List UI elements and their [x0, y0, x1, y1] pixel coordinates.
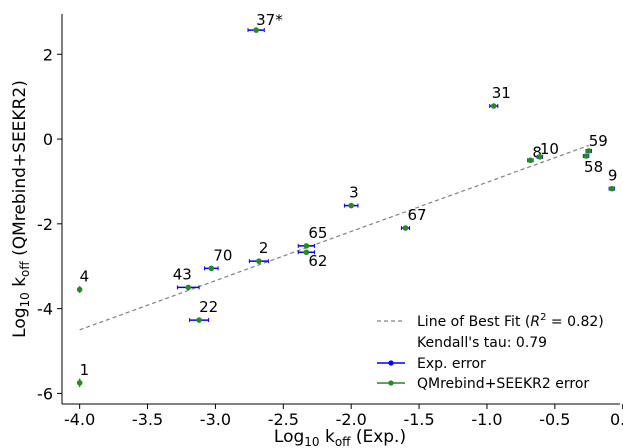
legend-fit-r: R	[530, 314, 540, 330]
x-tick-label: -3.5	[132, 410, 163, 429]
x-tick-label: -1.0	[471, 410, 502, 429]
data-point	[583, 153, 589, 159]
data-point	[527, 157, 534, 164]
point-label: 9	[608, 167, 618, 185]
y-axis-label-k: k	[10, 277, 30, 292]
y-axis-label-main: Log	[10, 307, 30, 337]
x-tick-label: -2.0	[336, 410, 367, 429]
point-label: 67	[407, 206, 426, 224]
point-label: 2	[259, 239, 269, 257]
x-axis-label-k: k	[320, 427, 335, 447]
point-label: 4	[80, 268, 90, 286]
legend-exp-label: Exp. error	[417, 356, 486, 372]
point-label: 65	[308, 224, 327, 242]
point-label: 8	[532, 143, 542, 161]
x-tick-label: -4.0	[64, 410, 95, 429]
point-label: 70	[213, 246, 232, 264]
y-tick-label: 2	[43, 45, 53, 64]
x-tick-label: -2.5	[268, 410, 299, 429]
data-point	[76, 286, 83, 293]
x-tick-label: -1.5	[403, 410, 434, 429]
legend-calc-marker	[388, 380, 394, 386]
x-tick-label: -0.5	[539, 410, 570, 429]
data-point	[208, 265, 215, 272]
x-tick-label: -3.0	[200, 410, 231, 429]
x-axis-label-sub: 10	[304, 435, 319, 448]
data-point	[253, 27, 259, 33]
data-point	[537, 154, 543, 160]
point-label: 1	[80, 361, 90, 379]
data-points: 1 4 22 43 70 2 65 62 3 67 37* 31 810 59 58 9	[76, 11, 618, 388]
y-axis-label-sub: 10	[18, 292, 32, 307]
point-label: 37*	[256, 11, 283, 29]
x-axis-label-tail: (Exp.)	[350, 427, 406, 447]
data-point	[303, 243, 310, 249]
y-axis-label: Log10 koff (QMrebind+SEEKR2)	[10, 80, 32, 338]
y-tick-label: -6	[37, 384, 53, 403]
point-label: 43	[173, 265, 192, 283]
y-tick-label: -4	[37, 300, 53, 319]
legend-tau-label: Kendall's tau: 0.79	[417, 335, 547, 351]
x-axis-label-sub2: off	[335, 435, 351, 448]
y-axis-label-sub2: off	[18, 261, 32, 277]
point-label: 3	[349, 184, 359, 202]
legend-fit-text: Line of Best Fit (	[417, 314, 530, 330]
x-axis-label: Log10 koff (Exp.)	[274, 427, 406, 448]
legend-calc-label: QMrebind+SEEKR2 error	[417, 376, 589, 392]
x-axis-label-main: Log	[274, 427, 304, 447]
point-label: 31	[492, 84, 511, 102]
data-point	[585, 148, 592, 154]
point-label: 62	[308, 252, 327, 270]
data-point	[185, 284, 192, 291]
legend-fit-r-val: = 0.82)	[546, 314, 603, 330]
legend-fit-r-exp: 2	[540, 312, 546, 323]
best-fit-line	[79, 144, 589, 331]
axes	[61, 14, 620, 405]
data-point	[609, 185, 615, 192]
data-point	[256, 258, 262, 264]
x-tick-label: 0.0	[610, 410, 623, 429]
point-label: 59	[589, 132, 608, 150]
y-axis-label-tail: (QMrebind+SEEKR2)	[10, 80, 30, 261]
point-label: 58	[584, 158, 603, 176]
tick-group: -4.0 -3.5 -3.0 -2.5 -2.0 -1.5 -1.0 -0.5 0.0 2 0 -2 -…	[37, 45, 623, 429]
legend-fit-label: Line of Best Fit (R2 = 0.82)	[417, 312, 604, 330]
data-point	[196, 317, 202, 323]
legend: Line of Best Fit (R2 = 0.82) Kendall's t…	[377, 312, 604, 392]
legend-exp-marker	[388, 360, 394, 366]
data-point	[490, 103, 497, 109]
y-tick-label: -2	[37, 215, 53, 234]
data-point	[348, 202, 354, 209]
data-point	[402, 225, 409, 231]
point-label: 22	[199, 298, 218, 316]
y-tick-label: 0	[43, 130, 53, 149]
data-point	[303, 249, 310, 256]
data-point	[76, 380, 83, 386]
point-label: 10	[540, 140, 559, 158]
